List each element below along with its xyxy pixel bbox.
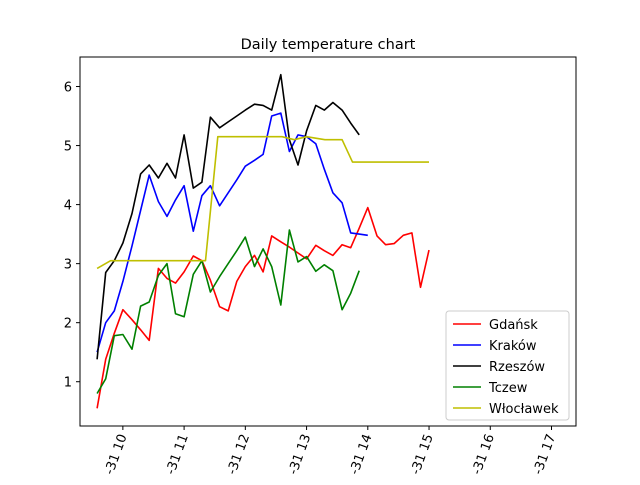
legend-label: Rzeszów xyxy=(489,360,545,375)
y-axis: 1 2 3 4 5 6 xyxy=(64,81,80,391)
series-line-1 xyxy=(96,206,430,409)
series-line-4 xyxy=(96,229,360,394)
y-tick-label: 1 xyxy=(64,376,72,391)
x-tick-label: -31 14 xyxy=(347,432,375,477)
x-tick-label: -31 17 xyxy=(531,432,559,477)
y-tick-label: 3 xyxy=(64,258,72,273)
legend-label: Gdańsk xyxy=(489,318,538,333)
y-tick-label: 5 xyxy=(64,140,72,155)
chart-title: Daily temperature chart xyxy=(241,37,416,53)
y-tick-label: 4 xyxy=(64,199,72,214)
x-tick-label: -31 15 xyxy=(408,432,436,477)
x-tick-label: -31 16 xyxy=(470,432,498,477)
legend-label: Tczew xyxy=(488,381,528,396)
y-tick-label: 6 xyxy=(64,81,72,96)
series-line-2 xyxy=(96,112,368,353)
x-axis: -31 10 -31 11 -31 12 -31 13 -31 14 -31 15 -31 … xyxy=(102,426,559,477)
x-tick-label: -31 13 xyxy=(286,432,314,477)
series-line-3 xyxy=(96,73,360,360)
legend-label: Włocławek xyxy=(489,402,559,417)
x-tick-label: -31 12 xyxy=(225,432,253,477)
x-tick-label: -31 11 xyxy=(163,432,191,477)
legend: Gdańsk Kraków Rzeszów Tczew Włocławek xyxy=(445,310,570,421)
legend-label: Kraków xyxy=(489,339,537,354)
series-line-5 xyxy=(96,135,429,270)
x-tick-label: -31 10 xyxy=(102,432,130,477)
legend-box xyxy=(445,310,570,421)
y-tick-label: 2 xyxy=(64,317,72,332)
series-lines xyxy=(96,73,430,409)
